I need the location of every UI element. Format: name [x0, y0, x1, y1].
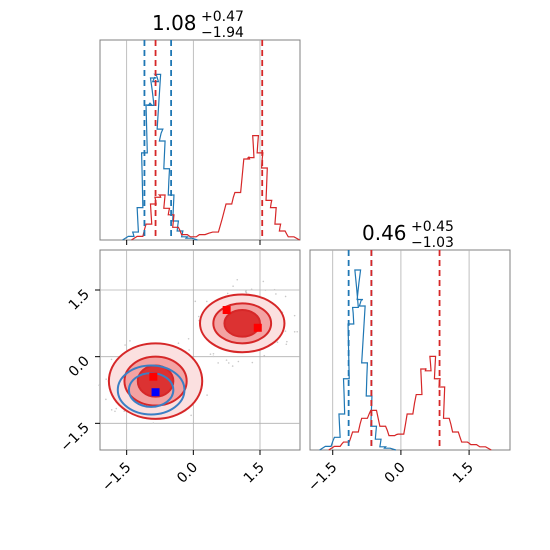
- title-param0-value: 1.08: [152, 11, 197, 35]
- hist-series-1: [131, 135, 300, 241]
- y-tick-label-1: 0.0: [66, 353, 93, 380]
- sample-point: [190, 414, 192, 417]
- sample-point: [236, 278, 239, 281]
- sample-point: [296, 330, 299, 333]
- sample-point: [129, 340, 131, 342]
- x-tick-label-0: −1.5: [305, 460, 340, 495]
- sample-point: [263, 354, 266, 357]
- sample-point: [212, 352, 215, 355]
- x-tick-label-1: 0.0: [382, 460, 409, 487]
- sample-point: [152, 422, 155, 424]
- marker-0: [222, 306, 231, 314]
- contour-joint: −1.5 0.0 1.5 −1.5 0.0 1.5: [57, 249, 301, 495]
- plot-frame: [99, 39, 301, 241]
- title-param1-minus: −1.03: [411, 235, 454, 251]
- sample-point: [276, 341, 279, 344]
- sample-point: [250, 288, 253, 291]
- sample-point: [231, 365, 234, 367]
- sample-point: [206, 394, 208, 396]
- sample-point: [187, 337, 190, 340]
- y-tick-label-0: −1.5: [57, 420, 92, 455]
- sample-point: [284, 330, 287, 332]
- x-tick-label-2: 1.5: [241, 460, 268, 487]
- sample-point: [197, 315, 200, 318]
- marker-2: [149, 372, 158, 381]
- sample-point: [251, 361, 254, 364]
- sample-point: [105, 398, 107, 401]
- sample-point: [124, 344, 126, 346]
- sample-point: [275, 293, 277, 295]
- sample-point: [226, 292, 229, 295]
- sample-point: [225, 359, 228, 361]
- sample-point: [227, 362, 230, 364]
- sample-point: [209, 353, 212, 355]
- sample-point: [273, 288, 276, 291]
- hist-series-0: [122, 73, 198, 241]
- panel-param0-marginal: 1.08 +0.47 −1.94: [99, 9, 301, 245]
- marker-3: [151, 388, 160, 397]
- marker-1: [253, 323, 262, 332]
- x-tick-label-0: −1.5: [99, 460, 134, 495]
- sample-point: [177, 342, 180, 344]
- sample-point: [286, 340, 288, 343]
- sample-point: [114, 410, 116, 413]
- title-param0-minus: −1.94: [201, 25, 244, 41]
- sample-point: [105, 378, 107, 380]
- title-param0-plus: +0.47: [201, 9, 244, 25]
- sample-point: [115, 407, 118, 410]
- sample-point: [237, 360, 240, 363]
- plot-frame: [309, 249, 511, 451]
- sample-point: [293, 330, 296, 333]
- panel-param1-marginal: 0.46 +0.45 −1.03 −1.5 0.0 1.5: [305, 219, 511, 495]
- sample-point: [284, 295, 287, 298]
- title-param1-value: 0.46: [362, 221, 407, 245]
- sample-point: [285, 343, 288, 346]
- panel-joint: −1.5 0.0 1.5 −1.5 0.0 1.5: [57, 249, 301, 495]
- x-tick-label-1: 0.0: [174, 460, 201, 487]
- sample-point: [212, 355, 215, 358]
- sample-point: [110, 358, 113, 361]
- sample-point: [194, 300, 197, 303]
- sample-point: [123, 410, 125, 412]
- title-param1-plus: +0.45: [411, 219, 454, 235]
- sample-point: [293, 314, 296, 317]
- sample-point: [98, 384, 100, 387]
- y-tick-label-2: 1.5: [66, 287, 93, 314]
- sample-point: [244, 290, 247, 293]
- sample-point: [262, 280, 265, 283]
- hist-series-0: [319, 269, 397, 451]
- blue-contour-0: [116, 364, 186, 416]
- hist-series-1: [328, 355, 492, 451]
- sample-point: [217, 362, 219, 364]
- sample-point: [188, 349, 190, 351]
- x-tick-label-2: 1.5: [450, 460, 477, 487]
- histogram-param1: −1.5 0.0 1.5: [305, 249, 511, 495]
- sample-point: [232, 285, 234, 287]
- sample-point: [110, 409, 113, 411]
- red-contour-1-2: [223, 309, 262, 338]
- sample-point: [206, 300, 208, 303]
- sample-point: [264, 289, 267, 291]
- histogram-param0: [99, 39, 301, 245]
